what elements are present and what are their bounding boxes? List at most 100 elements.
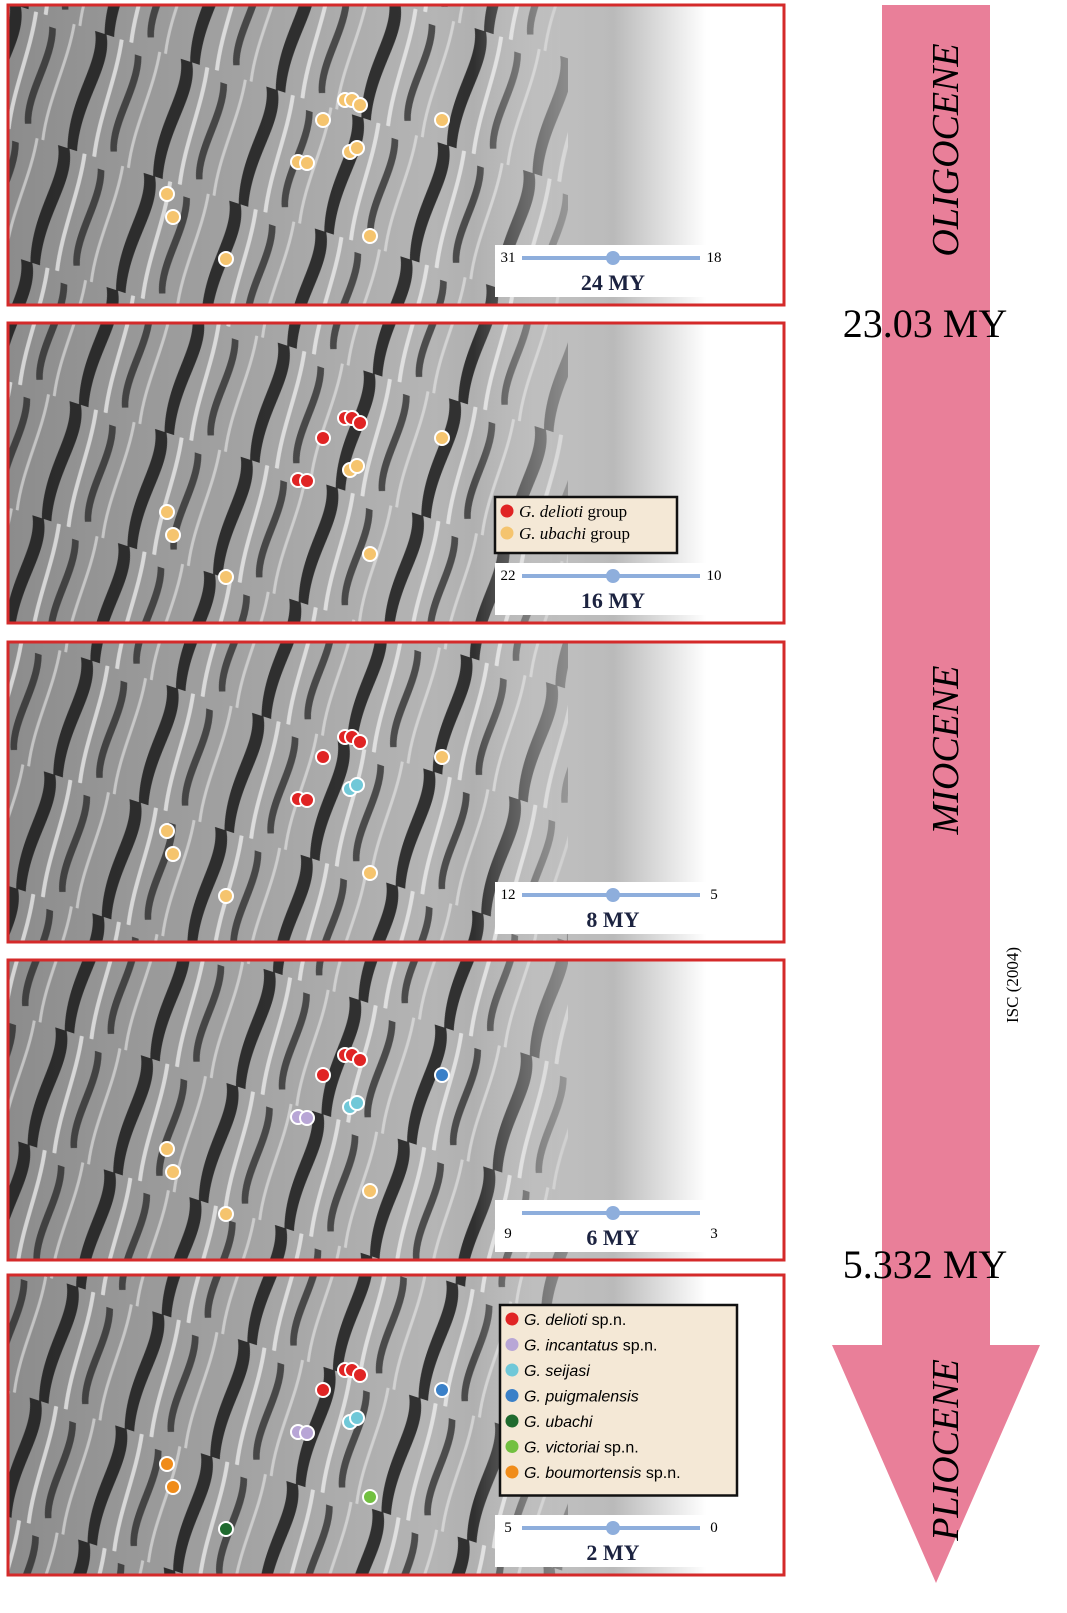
slider-max: 18 — [707, 250, 722, 266]
legend-swatch — [506, 1389, 519, 1402]
locality-dot — [363, 547, 377, 561]
locality-dot — [316, 750, 330, 764]
locality-dot — [166, 210, 180, 224]
locality-dot — [363, 1490, 377, 1504]
legend-entry: G. ubachi — [524, 1414, 593, 1431]
locality-dot — [353, 1368, 367, 1382]
source-note: ISC (2004) — [1003, 947, 1022, 1023]
locality-dot — [300, 793, 314, 807]
slider-min: 22 — [501, 568, 516, 584]
species-name: G. ubachi — [519, 524, 586, 543]
legend-swatch — [501, 505, 514, 518]
locality-dot — [160, 1457, 174, 1471]
slider-age: 8 MY — [586, 907, 639, 932]
locality-dot — [435, 1383, 449, 1397]
locality-dot — [350, 1411, 364, 1425]
map-panel: 31 18 24 MY — [8, 5, 784, 305]
legend-entry: G. incantatus sp.n. — [524, 1338, 657, 1355]
species-name: G. incantatus — [524, 1338, 618, 1355]
legend-swatch — [506, 1364, 519, 1377]
species-name: G. puigmalensis — [524, 1389, 639, 1406]
species-name: G. ubachi — [524, 1414, 593, 1431]
epoch-boundary: 23.03 MY — [843, 301, 1007, 346]
locality-dot — [160, 187, 174, 201]
slider-min: 9 — [504, 1226, 512, 1242]
locality-dot — [435, 750, 449, 764]
locality-dot — [350, 459, 364, 473]
epoch-label: MIOCENE — [925, 666, 967, 836]
slider-max: 3 — [710, 1226, 718, 1242]
locality-dot — [353, 735, 367, 749]
species-suffix: group — [590, 524, 630, 543]
locality-dot — [300, 1111, 314, 1125]
slider-max: 10 — [707, 568, 722, 584]
epoch-label: PLIOCENE — [925, 1359, 967, 1542]
slider-min: 12 — [501, 887, 516, 903]
slider-age: 2 MY — [586, 1540, 639, 1565]
species-suffix: sp.n. — [604, 1440, 639, 1457]
epoch-label: OLIGOCENE — [925, 43, 967, 256]
locality-dot — [363, 866, 377, 880]
legend-entry: G. puigmalensis — [524, 1389, 639, 1406]
slider-knob — [606, 251, 620, 265]
locality-dot — [166, 1480, 180, 1494]
locality-dot — [219, 252, 233, 266]
legend-swatch — [506, 1466, 519, 1479]
legend-entry: G. victoriai sp.n. — [524, 1440, 639, 1457]
locality-dot — [435, 1068, 449, 1082]
locality-dot — [219, 570, 233, 584]
slider-age: 24 MY — [581, 270, 645, 295]
species-name: G. victoriai — [524, 1440, 600, 1457]
locality-dot — [350, 1096, 364, 1110]
legend-entry: G. delioti sp.n. — [524, 1312, 626, 1329]
locality-dot — [160, 1142, 174, 1156]
legend-entry: G. ubachi group — [519, 524, 630, 543]
locality-dot — [300, 1426, 314, 1440]
species-suffix: group — [587, 502, 627, 521]
legend-swatch — [506, 1440, 519, 1453]
locality-dot — [435, 431, 449, 445]
species-suffix: sp.n. — [623, 1338, 658, 1355]
species-name: G. delioti — [524, 1312, 588, 1329]
slider-age: 16 MY — [581, 588, 645, 613]
locality-dot — [219, 1207, 233, 1221]
locality-dot — [316, 1383, 330, 1397]
locality-dot — [160, 505, 174, 519]
locality-dot — [316, 1068, 330, 1082]
legend-swatch — [506, 1338, 519, 1351]
legend-swatch — [506, 1313, 519, 1326]
legend-entry: G. seijasi — [524, 1363, 590, 1380]
slider-min: 31 — [501, 250, 516, 266]
figure: 311824 MY221016 MYG. delioti groupG. uba… — [0, 0, 1067, 1613]
slider-min: 5 — [504, 1520, 512, 1536]
locality-dot — [350, 778, 364, 792]
locality-dot — [219, 1522, 233, 1536]
locality-dot — [166, 528, 180, 542]
epoch-boundary: 5.332 MY — [843, 1242, 1007, 1287]
legend-entry: G. delioti group — [519, 502, 627, 521]
species-name: G. delioti — [519, 502, 583, 521]
slider-knob — [606, 888, 620, 902]
species-name: G. boumortensis — [524, 1465, 641, 1482]
slider-knob — [606, 1521, 620, 1535]
slider-max: 0 — [710, 1520, 718, 1536]
locality-dot — [219, 889, 233, 903]
legend-swatch — [501, 527, 514, 540]
locality-dot — [435, 113, 449, 127]
locality-dot — [363, 1184, 377, 1198]
species-suffix: sp.n. — [592, 1312, 627, 1329]
locality-dot — [316, 431, 330, 445]
locality-dot — [300, 474, 314, 488]
locality-dot — [160, 824, 174, 838]
locality-dot — [316, 113, 330, 127]
legend-entry: G. boumortensis sp.n. — [524, 1465, 681, 1482]
slider-knob — [606, 1206, 620, 1220]
species-suffix: sp.n. — [646, 1465, 681, 1482]
locality-dot — [363, 229, 377, 243]
legend-swatch — [506, 1415, 519, 1428]
locality-dot — [166, 847, 180, 861]
